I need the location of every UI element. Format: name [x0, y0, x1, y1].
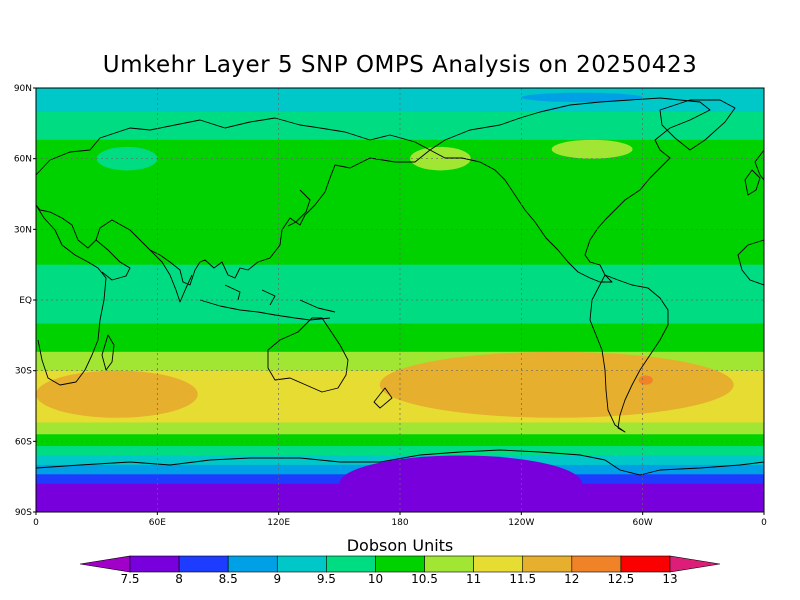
colorbar-label: 10 — [368, 572, 383, 586]
colorbar-box — [276, 555, 327, 573]
colorbar-label: 11.5 — [509, 572, 536, 586]
colorbar-label: 13 — [662, 572, 677, 586]
field-feature — [197, 158, 400, 230]
coastline-indonesia — [199, 284, 336, 321]
field-band — [36, 111, 764, 141]
coastline-north-america — [429, 97, 711, 283]
coastline-uk-west — [744, 169, 761, 196]
colorbar-box — [326, 555, 376, 573]
map-title: Umkehr Layer 5 SNP OMPS Analysis on 2025… — [102, 52, 698, 78]
colorbar-box — [227, 555, 278, 573]
lat-tick-label: 90S — [15, 508, 32, 518]
coastline-australia — [267, 317, 349, 393]
field-band — [36, 205, 764, 266]
ozone-field — [36, 88, 764, 512]
colorbar-label: 8.5 — [219, 572, 238, 586]
field-band — [36, 434, 764, 447]
coastline-new-zealand — [373, 387, 393, 409]
field-feature — [638, 375, 653, 385]
colorbar-box — [522, 555, 573, 573]
lat-tick-label: 30S — [15, 367, 32, 377]
colorbar-box — [375, 555, 425, 573]
field-feature — [410, 146, 471, 171]
lat-lon-grid — [36, 88, 764, 512]
coastline-africa-east — [737, 239, 764, 286]
colorbar-box — [178, 555, 229, 573]
coastline-africa — [36, 204, 107, 386]
colorbar-label: 9 — [273, 572, 281, 586]
colorbar-max-triangle — [669, 555, 721, 573]
lon-tick-label: 120W — [508, 518, 534, 528]
colorbar-label: 8 — [175, 572, 183, 586]
field-feature — [551, 139, 633, 159]
colorbar-label: 7.5 — [120, 572, 139, 586]
field-feature — [379, 351, 734, 418]
coastline-europe-east — [754, 149, 764, 181]
field-feature — [36, 370, 198, 418]
lat-tick-label: 60N — [14, 155, 32, 165]
colorbar-box — [620, 555, 671, 573]
coastlines — [36, 97, 764, 476]
coastline-greenland — [659, 99, 736, 151]
colorbar-label: 10.5 — [411, 572, 438, 586]
colorbar-label: 9.5 — [317, 572, 336, 586]
coastline-india — [149, 249, 193, 303]
colorbar: 7.5 8 8.5 9 9.5 10 10.5 11 11.5 12 12.5 13 — [79, 555, 721, 586]
coastline-japan — [287, 189, 311, 227]
coastline-madagascar — [101, 334, 115, 371]
lon-tick-label: 0 — [33, 518, 39, 528]
lon-tick-label: 60W — [632, 518, 652, 528]
lon-tick-label: 120E — [267, 518, 290, 528]
colorbar-title: Dobson Units — [346, 536, 454, 555]
colorbar-label: 12 — [564, 572, 579, 586]
colorbar-box — [424, 555, 474, 573]
coastline-eurasia — [36, 117, 431, 286]
colorbar-box — [129, 555, 180, 573]
coastline-arabia — [95, 239, 131, 281]
lon-tick-label: 60E — [149, 518, 166, 528]
lat-tick-label: 60S — [15, 437, 32, 447]
colorbar-min-triangle — [79, 555, 131, 573]
lat-tick-label: EQ — [19, 296, 32, 306]
field-band — [36, 446, 764, 456]
field-feature — [521, 92, 643, 103]
colorbar-box — [571, 555, 622, 573]
coastline-south-america — [589, 274, 669, 433]
colorbar-box — [473, 555, 524, 573]
field-feature — [339, 455, 582, 512]
lat-tick-label: 30N — [14, 225, 32, 235]
colorbar-label: 12.5 — [608, 572, 635, 586]
lon-tick-label: 0 — [761, 518, 767, 528]
lon-tick-label: 180 — [391, 518, 408, 528]
colorbar-label: 11 — [466, 572, 481, 586]
coastline-antarctica — [36, 449, 764, 476]
lat-tick-label: 90N — [14, 84, 32, 94]
